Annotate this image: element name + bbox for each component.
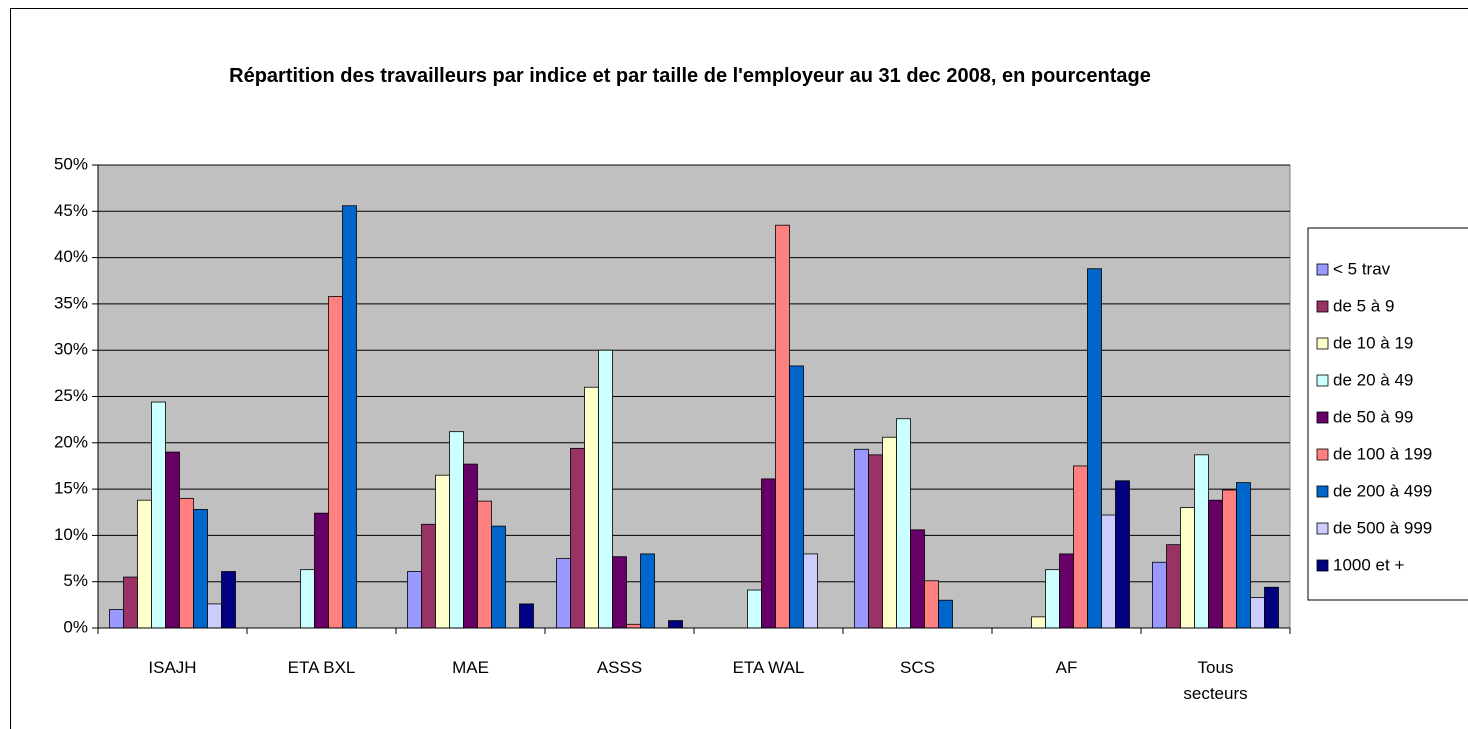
bar — [1152, 561, 1167, 629]
bar — [761, 478, 776, 629]
y-tick-label: 45% — [54, 201, 88, 220]
bar — [328, 296, 343, 629]
legend-swatch — [1316, 411, 1329, 424]
bar — [1180, 507, 1195, 629]
bar — [1250, 597, 1265, 629]
bar — [463, 463, 478, 629]
bar — [477, 500, 492, 629]
bar — [747, 589, 762, 629]
bar — [803, 553, 818, 629]
bar — [1059, 553, 1074, 629]
x-tick-label: ETA BXL — [287, 658, 356, 677]
bar — [342, 205, 357, 629]
y-tick-label: 0% — [63, 617, 88, 636]
chart-frame — [10, 8, 1468, 729]
bar — [207, 603, 222, 629]
y-tick-label: 25% — [54, 386, 88, 405]
y-tick-label: 30% — [54, 340, 88, 359]
bar — [1222, 489, 1237, 629]
y-tick-label: 5% — [63, 571, 88, 590]
bar — [407, 571, 422, 629]
y-tick-label: 35% — [54, 293, 88, 312]
legend-swatch — [1316, 374, 1329, 387]
legend-label: de 5 à 9 — [1333, 296, 1394, 315]
bar — [938, 599, 953, 629]
bar — [151, 401, 166, 629]
chart-title: Répartition des travailleurs par indice … — [229, 65, 1151, 87]
bar — [137, 499, 152, 629]
bar — [910, 529, 925, 629]
bar — [1045, 569, 1060, 629]
bar — [854, 448, 869, 629]
legend-swatch — [1316, 522, 1329, 535]
bar — [1194, 454, 1209, 629]
legend-swatch — [1316, 300, 1329, 313]
legend-swatch — [1316, 448, 1329, 461]
x-tick-label: SCS — [900, 658, 935, 677]
y-tick-label: 20% — [54, 432, 88, 451]
x-tick-label: MAE — [452, 658, 489, 677]
bar — [421, 523, 436, 629]
bar — [1073, 465, 1088, 629]
legend-swatch — [1316, 337, 1329, 350]
legend-label: de 50 à 99 — [1333, 407, 1413, 426]
bar — [179, 497, 194, 629]
bar — [123, 576, 138, 629]
bar — [896, 418, 911, 629]
bar — [165, 451, 180, 629]
legend-label: de 10 à 19 — [1333, 333, 1413, 352]
bar — [1166, 544, 1181, 629]
bar — [1101, 514, 1116, 629]
bar — [519, 603, 534, 629]
bar — [1264, 586, 1279, 629]
x-tick-label: Tous secteurs — [1183, 658, 1248, 703]
bar — [626, 623, 641, 629]
bar — [1208, 499, 1223, 629]
bar — [640, 553, 655, 629]
y-tick-label: 50% — [54, 154, 88, 173]
legend-label: 1000 et + — [1333, 555, 1404, 574]
bar — [556, 558, 571, 629]
bar — [491, 525, 506, 629]
bar — [109, 609, 124, 629]
bar — [612, 556, 627, 629]
legend-swatch — [1316, 559, 1329, 572]
bar — [449, 431, 464, 629]
bar — [868, 454, 883, 629]
legend — [1307, 227, 1468, 601]
legend-label: de 100 à 199 — [1333, 444, 1432, 463]
bar — [1115, 480, 1130, 629]
y-tick-label: 40% — [54, 247, 88, 266]
bar — [775, 224, 790, 629]
legend-swatch — [1316, 485, 1329, 498]
bar — [789, 365, 804, 629]
bar — [314, 512, 329, 629]
bar — [435, 474, 450, 629]
bar — [570, 447, 585, 629]
bar — [1087, 268, 1102, 629]
y-tick-label: 10% — [54, 525, 88, 544]
legend-swatch — [1316, 263, 1329, 276]
bar — [193, 509, 208, 629]
x-tick-label: ISAJH — [148, 658, 197, 677]
bar — [221, 571, 236, 629]
bar — [668, 620, 683, 629]
legend-label: de 200 à 499 — [1333, 481, 1432, 500]
x-tick-label: ASSS — [596, 658, 643, 677]
bar — [1236, 482, 1251, 629]
legend-label: de 20 à 49 — [1333, 370, 1413, 389]
y-tick-label: 15% — [54, 479, 88, 498]
x-tick-label: ETA WAL — [732, 658, 805, 677]
bar — [1031, 616, 1046, 629]
bar — [924, 580, 939, 629]
bar — [882, 436, 897, 629]
legend-label: < 5 trav — [1333, 259, 1391, 278]
x-tick-label: AF — [1055, 658, 1078, 677]
bar — [300, 569, 315, 629]
bar — [598, 349, 613, 629]
bar — [584, 386, 599, 629]
legend-label: de 500 à 999 — [1333, 518, 1432, 537]
